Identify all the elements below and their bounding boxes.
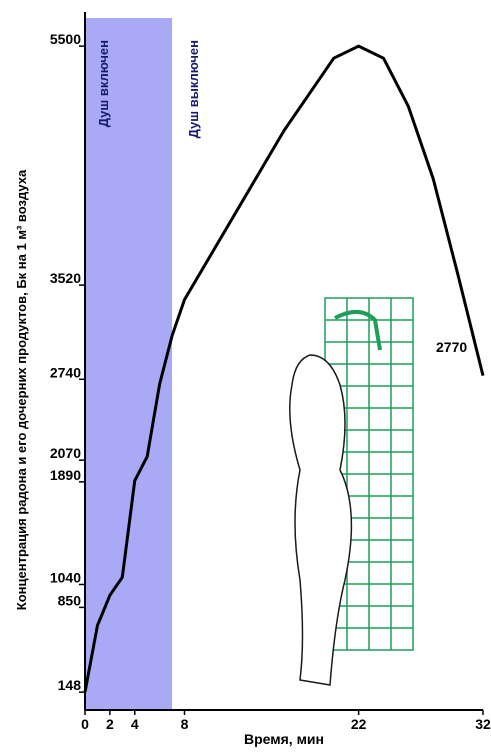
- y-tick-label: 3520: [50, 270, 81, 286]
- y-axis-title: Концентрация радона и его дочерних проду…: [14, 169, 29, 610]
- annotation-shower-on: Душ включен: [96, 40, 111, 127]
- y-tick-label: 850: [58, 592, 82, 608]
- x-tick-label: 2: [106, 716, 114, 732]
- x-tick-label: 22: [351, 716, 367, 732]
- annotation-shower-off: Душ выключен: [186, 40, 201, 138]
- y-tick-label: 1040: [50, 569, 81, 585]
- y-tick-label: 5500: [50, 31, 81, 47]
- x-tick-label: 0: [81, 716, 89, 732]
- x-axis-title: Время, мин: [244, 731, 324, 747]
- x-tick-label: 32: [475, 716, 491, 732]
- chart: Концентрация радона и его дочерних проду…: [0, 0, 491, 752]
- end-label: 2770: [436, 339, 467, 355]
- y-tick-label: 1890: [50, 467, 81, 483]
- y-tick-label: 2070: [50, 445, 81, 461]
- x-tick-label: 4: [131, 716, 139, 732]
- shower-illustration: [290, 298, 413, 685]
- y-tick-label: 2740: [50, 364, 81, 380]
- y-tick-label: 148: [58, 677, 82, 693]
- x-tick-label: 8: [181, 716, 189, 732]
